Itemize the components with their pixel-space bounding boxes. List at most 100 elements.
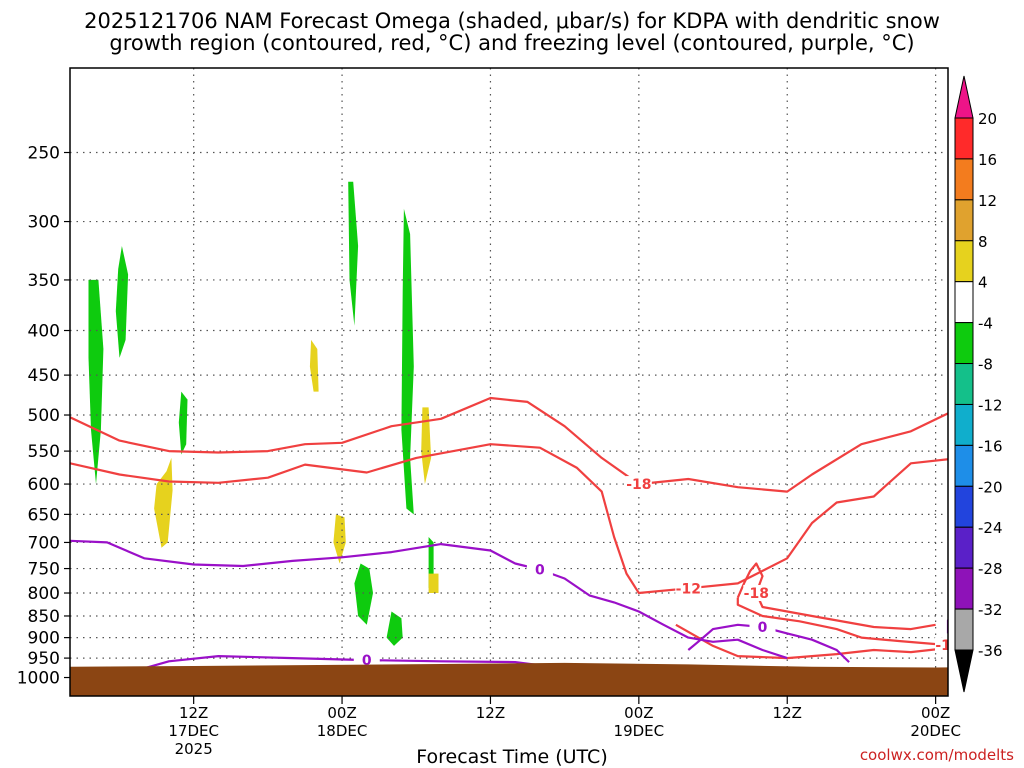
y-tick-label-300: 300: [28, 213, 60, 233]
colorbar-label-1: 16: [978, 151, 997, 169]
y-tick-label-400: 400: [28, 322, 60, 342]
colorbar-bottom-arrow: [954, 649, 974, 693]
colorbar-box-3: [954, 240, 974, 283]
freezing-label-0: 0: [535, 563, 545, 579]
x-tick-label-12-0: 00Z: [327, 704, 356, 722]
y-tick-label-250: 250: [28, 144, 60, 164]
colorbar: 20 16 12 8 4 -4 -8 -12 -16 -20 -24 -28 -32 -36: [954, 75, 1003, 693]
freezing-label-bg-0: [526, 561, 553, 578]
colorbar-label-10: -24: [978, 519, 1003, 537]
dendritic-label-3: -12: [935, 638, 960, 654]
y-tick-label-950: 950: [28, 649, 60, 669]
x-tick-label-48-0: 12Z: [773, 704, 802, 722]
x-axis-title: Forecast Time (UTC): [416, 746, 608, 768]
x-tick-label-0-0: 12Z: [179, 704, 208, 722]
dendritic-label-2: -18: [744, 586, 769, 602]
dendritic-label-1: -12: [676, 581, 701, 597]
x-tick-label-0-1: 17DEC: [168, 722, 219, 740]
dendritic-label-0: -18: [626, 477, 651, 493]
colorbar-label-13: -36: [978, 642, 1003, 660]
omega-region-0: [88, 279, 104, 485]
colorbar-label-5: -4: [978, 315, 993, 333]
omega-region-12: [309, 339, 319, 392]
freezing-contour-4: [1010, 620, 1024, 656]
colorbar-label-8: -16: [978, 437, 1003, 455]
x-tick-label-12-1: 18DEC: [317, 722, 368, 740]
y-tick-label-550: 550: [28, 442, 60, 462]
colorbar-box-0: [954, 117, 974, 160]
y-tick-label-450: 450: [28, 366, 60, 386]
x-tick-label-36-1: 19DEC: [614, 722, 665, 740]
plot-frame: [69, 67, 949, 697]
x-tick-label-24-0: 12Z: [476, 704, 505, 722]
colorbar-label-12: -32: [978, 601, 1003, 619]
omega-region-4: [401, 208, 414, 515]
colorbar-box-1: [954, 158, 974, 201]
colorbar-box-8: [954, 444, 974, 487]
y-tick-label-800: 800: [28, 584, 60, 604]
freezing-label-bg-1: [353, 652, 380, 669]
dendritic-label-bg-1: [675, 580, 702, 597]
dendritic-contour-3: [675, 597, 948, 660]
gridlines: [70, 68, 948, 696]
plot-border: [69, 67, 949, 697]
dendritic-label-bg-2: [743, 585, 770, 602]
y-tick-label-650: 650: [28, 505, 60, 525]
plot-background: [70, 68, 948, 696]
omega-region-15: [428, 573, 439, 593]
colorbar-label-3: 8: [978, 233, 988, 251]
omega-shading: [88, 181, 439, 646]
y-tick-label-700: 700: [28, 533, 60, 553]
y-tick-label-750: 750: [28, 560, 60, 580]
colorbar-box-12: [954, 608, 974, 651]
y-tick-label-850: 850: [28, 607, 60, 627]
colorbar-label-7: -12: [978, 396, 1003, 414]
colorbar-box-6: [954, 363, 974, 405]
y-tick-label-500: 500: [28, 406, 60, 426]
freezing-label-1: 0: [362, 653, 372, 669]
y-tick-label-1000: 1000: [17, 669, 60, 689]
colorbar-box-9: [954, 485, 974, 528]
x-tick-label-60-1: 20DEC: [910, 722, 961, 740]
omega-region-5: [354, 563, 373, 625]
dendritic-label-bg-0: [625, 476, 652, 493]
omega-region-6: [386, 611, 403, 646]
colorbar-label-4: 4: [978, 274, 988, 292]
omega-region-14: [421, 407, 432, 485]
x-tick-label-0-2: 2025: [175, 740, 213, 758]
x-tick-label-36-0: 00Z: [624, 704, 653, 722]
omega-region-1: [115, 246, 129, 358]
colorbar-label-0: 20: [978, 110, 997, 128]
omega-region-2: [178, 391, 188, 455]
y-tick-label-600: 600: [28, 475, 60, 495]
x-tick-label-60-0: 00Z: [921, 704, 950, 722]
colorbar-box-11: [954, 567, 974, 610]
chart-title-line1: 2025121706 NAM Forecast Omega (shaded, μ…: [84, 9, 940, 33]
colorbar-box-2: [954, 199, 974, 242]
credit-link[interactable]: coolwx.com/modelts: [859, 746, 1014, 764]
y-tick-label-900: 900: [28, 629, 60, 649]
colorbar-label-9: -20: [978, 478, 1003, 496]
omega-region-3: [348, 181, 359, 326]
freezing-label-2: 0: [758, 620, 768, 636]
colorbar-label-6: -8: [978, 356, 993, 374]
ground: [70, 662, 948, 696]
colorbar-top-arrow: [954, 75, 974, 119]
y-axis: 2503003504004505005506006507007508008509…: [17, 144, 70, 689]
colorbar-box-5: [954, 322, 974, 365]
plot-area: [70, 68, 948, 696]
dendritic-contour-1: [70, 443, 948, 595]
colorbar-label-11: -28: [978, 560, 1003, 578]
dendritic-label-bg-3: [935, 637, 948, 654]
colorbar-box-4: [954, 281, 974, 324]
colorbar-label-2: 12: [978, 192, 997, 210]
omega-region-13: [333, 514, 346, 564]
ground-layer: [70, 662, 948, 696]
freezing-label-bg-2: [749, 618, 776, 635]
colorbar-box-10: [954, 526, 974, 569]
colorbar-box-7: [954, 403, 974, 446]
chart-title-line2: growth region (contoured, red, °C) and f…: [109, 31, 915, 55]
y-tick-label-350: 350: [28, 271, 60, 291]
